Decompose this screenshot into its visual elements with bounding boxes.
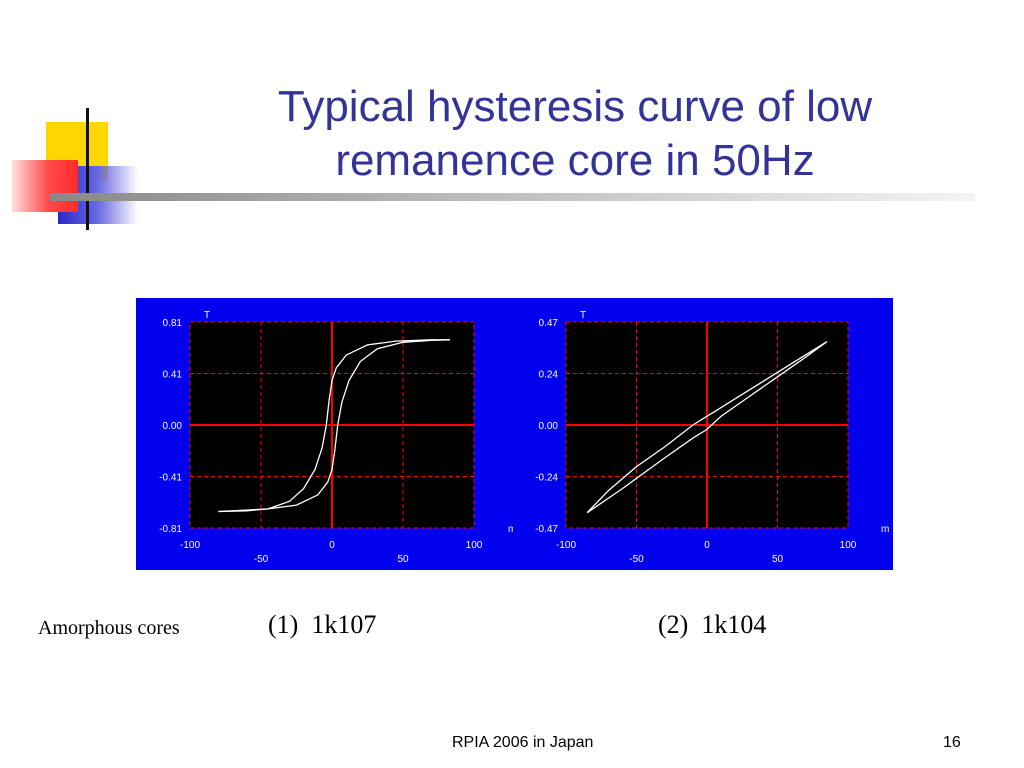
hysteresis-curve-branch-1: [586, 341, 828, 514]
hysteresis-curve-branch-1: [218, 339, 450, 513]
red-square: [12, 160, 78, 212]
y-tick-label: -0.41: [159, 473, 182, 484]
footer-text: RPIA 2006 in Japan: [452, 734, 594, 751]
hysteresis-curve-branch-2: [586, 341, 828, 514]
caption-plot-2: (2) 1k104: [658, 610, 767, 639]
title-line-2: remanence core in 50Hz: [335, 136, 815, 185]
x-unit-label: m: [508, 524, 516, 535]
corner-decoration: [0, 100, 160, 240]
y-tick-label: -0.81: [159, 524, 182, 535]
slide-title: Typical hysteresis curve of low remanenc…: [180, 80, 970, 188]
title-line-1: Typical hysteresis curve of low: [277, 82, 873, 131]
y-tick-label: 0.47: [539, 318, 559, 329]
y-tick-label: 0.24: [539, 370, 559, 381]
x-unit-label: m: [881, 524, 889, 535]
x-tick-label: 100: [466, 540, 483, 551]
x-tick-label: 50: [772, 554, 784, 565]
y-tick-label: 0.00: [539, 421, 559, 432]
x-tick-label: -100: [556, 540, 576, 551]
y-tick-label: -0.24: [535, 473, 558, 484]
x-tick-label: 50: [397, 554, 409, 565]
y-unit-label: T: [204, 310, 210, 321]
caption-label: Amorphous cores: [38, 617, 180, 639]
y-tick-label: 0.41: [163, 370, 183, 381]
x-tick-label: -50: [629, 554, 644, 565]
x-tick-label: -50: [254, 554, 269, 565]
plot-1-svg: 0.81 0.41 0.00 -0.41 -0.81 Tm -100 0 100 -50 50: [136, 298, 518, 570]
y-tick-label: -0.47: [535, 524, 558, 535]
x-tick-label: -100: [180, 540, 200, 551]
vertical-line: [86, 108, 89, 230]
plot-2-svg: 0.47 0.24 0.00 -0.24 -0.47 Tm -100 0 100 -50 50: [513, 298, 893, 570]
caption-plot-1: (1) 1k107: [268, 610, 377, 639]
x-tick-label: 0: [329, 540, 335, 551]
x-tick-label: 0: [704, 540, 710, 551]
page-number: 16: [943, 734, 961, 751]
hysteresis-curve-branch-2: [218, 339, 450, 513]
title-rule: [50, 193, 975, 201]
x-tick-label: 100: [840, 540, 857, 551]
y-unit-label: T: [580, 310, 586, 321]
y-tick-label: 0.81: [163, 318, 183, 329]
y-tick-label: 0.00: [163, 421, 183, 432]
